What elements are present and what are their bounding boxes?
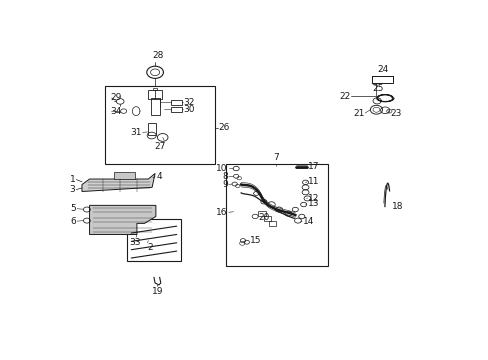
Text: 29: 29 — [110, 93, 122, 102]
Polygon shape — [89, 205, 156, 234]
Bar — [371, 76, 392, 84]
Text: 10: 10 — [216, 164, 227, 173]
Bar — [127, 219, 180, 261]
Text: 20: 20 — [258, 213, 269, 222]
Text: 12: 12 — [307, 194, 318, 203]
Text: 19: 19 — [152, 287, 163, 296]
Text: 3: 3 — [70, 185, 75, 194]
Bar — [153, 87, 157, 90]
Bar — [148, 90, 162, 99]
Text: 6: 6 — [70, 217, 76, 226]
Text: 17: 17 — [307, 162, 318, 171]
Bar — [171, 100, 181, 105]
Text: 34: 34 — [110, 107, 122, 116]
Text: 2: 2 — [147, 243, 153, 252]
Text: 5: 5 — [70, 204, 76, 213]
Text: 1: 1 — [70, 175, 75, 184]
Text: 13: 13 — [307, 199, 318, 208]
Bar — [114, 172, 135, 179]
Text: 8: 8 — [222, 172, 227, 181]
Bar — [268, 221, 276, 226]
Text: 30: 30 — [183, 105, 194, 114]
Bar — [225, 164, 327, 266]
Text: 24: 24 — [376, 65, 387, 74]
Text: 9: 9 — [222, 180, 227, 189]
Bar — [104, 86, 214, 164]
Text: 4: 4 — [156, 172, 162, 181]
Bar — [258, 211, 265, 216]
Text: 22: 22 — [339, 92, 350, 101]
Polygon shape — [82, 174, 155, 192]
Text: 7: 7 — [273, 153, 279, 162]
Bar — [171, 107, 181, 112]
Text: 28: 28 — [152, 51, 163, 60]
Text: 11: 11 — [307, 177, 319, 186]
Text: 31: 31 — [130, 128, 142, 137]
Text: 14: 14 — [302, 217, 314, 226]
Text: 26: 26 — [218, 123, 229, 132]
Text: 16: 16 — [216, 208, 227, 217]
Text: 32: 32 — [183, 98, 194, 107]
Text: 18: 18 — [391, 202, 402, 211]
Text: 23: 23 — [389, 109, 401, 118]
Text: 15: 15 — [249, 235, 261, 244]
Bar — [150, 98, 159, 115]
Bar — [264, 216, 271, 221]
Text: 25: 25 — [371, 84, 383, 93]
Text: 21: 21 — [352, 109, 364, 118]
Text: 27: 27 — [154, 141, 165, 150]
Bar — [147, 123, 156, 135]
Text: 33: 33 — [129, 238, 141, 247]
